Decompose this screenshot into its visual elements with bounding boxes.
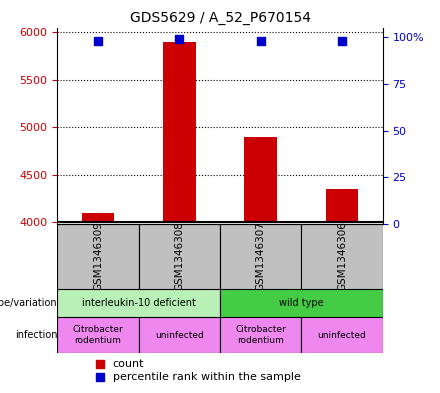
Title: GDS5629 / A_52_P670154: GDS5629 / A_52_P670154 bbox=[129, 11, 311, 25]
FancyBboxPatch shape bbox=[220, 288, 383, 317]
FancyBboxPatch shape bbox=[139, 317, 220, 353]
FancyBboxPatch shape bbox=[139, 224, 220, 288]
Bar bbox=[163, 42, 196, 222]
FancyBboxPatch shape bbox=[220, 317, 301, 353]
Text: GSM1346309: GSM1346309 bbox=[93, 222, 103, 291]
Point bbox=[257, 37, 264, 44]
FancyBboxPatch shape bbox=[301, 317, 383, 353]
FancyBboxPatch shape bbox=[57, 317, 139, 353]
FancyBboxPatch shape bbox=[301, 224, 383, 288]
Bar bbox=[326, 189, 359, 222]
Text: GSM1346306: GSM1346306 bbox=[337, 222, 347, 291]
FancyBboxPatch shape bbox=[57, 224, 139, 288]
Point bbox=[176, 36, 183, 42]
Text: count: count bbox=[113, 359, 144, 369]
Text: percentile rank within the sample: percentile rank within the sample bbox=[113, 372, 301, 382]
Point bbox=[96, 361, 103, 367]
FancyBboxPatch shape bbox=[57, 288, 220, 317]
Text: infection: infection bbox=[15, 330, 57, 340]
Text: uninfected: uninfected bbox=[155, 331, 204, 340]
Point bbox=[95, 37, 102, 44]
Bar bbox=[245, 137, 277, 222]
Text: genotype/variation: genotype/variation bbox=[0, 298, 57, 308]
Text: uninfected: uninfected bbox=[318, 331, 367, 340]
FancyBboxPatch shape bbox=[220, 224, 301, 288]
Text: interleukin-10 deficient: interleukin-10 deficient bbox=[82, 298, 195, 308]
Point bbox=[339, 37, 346, 44]
Point bbox=[96, 374, 103, 380]
Bar bbox=[82, 213, 114, 222]
Text: GSM1346307: GSM1346307 bbox=[256, 222, 266, 291]
Text: GSM1346308: GSM1346308 bbox=[174, 222, 184, 291]
Text: Citrobacter
rodentium: Citrobacter rodentium bbox=[235, 325, 286, 345]
Text: wild type: wild type bbox=[279, 298, 324, 308]
Text: Citrobacter
rodentium: Citrobacter rodentium bbox=[73, 325, 123, 345]
